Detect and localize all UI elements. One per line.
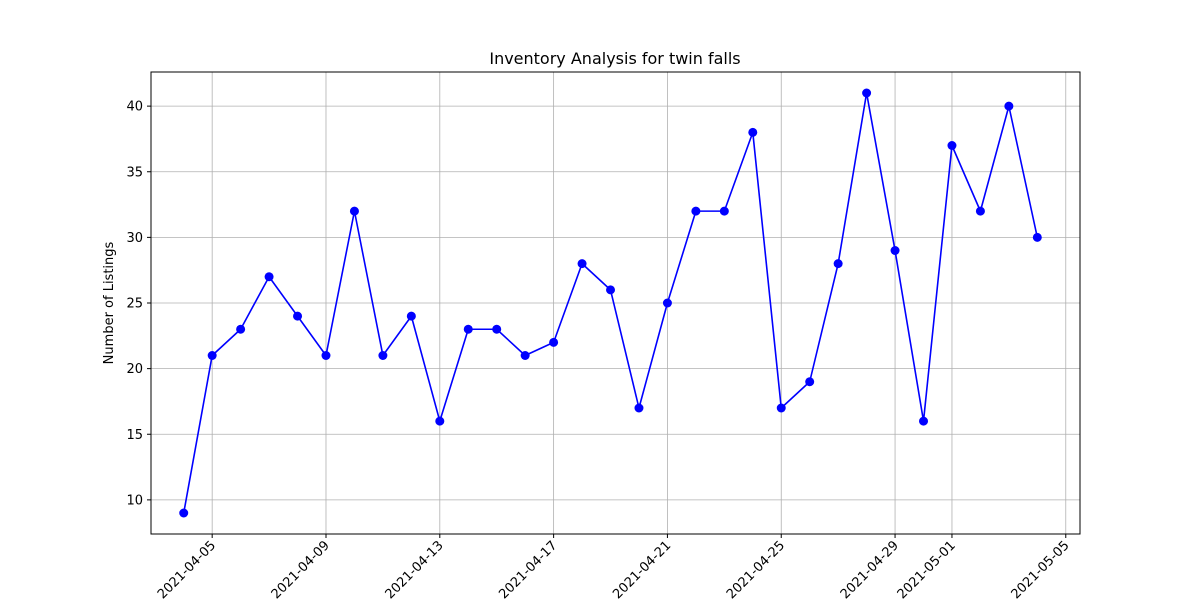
data-point <box>577 259 587 269</box>
data-point <box>520 351 530 360</box>
series-markers <box>179 88 1042 518</box>
y-tick-label: 15 <box>126 428 143 443</box>
data-point <box>264 272 274 282</box>
data-point <box>293 311 303 321</box>
data-point <box>236 324 246 334</box>
y-tick-label: 30 <box>126 231 143 246</box>
y-tick-label: 10 <box>126 493 143 508</box>
data-point <box>805 377 815 387</box>
data-point <box>179 508 189 518</box>
data-point <box>606 285 616 295</box>
x-axis: 2021-04-05 2021-04-09 2021-04-13 2021-04-17… <box>155 534 1073 600</box>
data-point <box>862 88 872 98</box>
data-point <box>634 403 644 413</box>
data-point <box>549 337 559 347</box>
data-point <box>1032 232 1042 242</box>
data-point <box>833 259 843 269</box>
y-tick-label: 40 <box>126 100 143 115</box>
data-point <box>492 324 502 334</box>
data-point <box>890 246 900 255</box>
data-point <box>662 298 672 308</box>
grid <box>151 72 1080 534</box>
data-point <box>776 403 786 413</box>
x-tick-label: 2021-04-25 <box>724 538 788 600</box>
x-tick-label: 2021-05-05 <box>1009 538 1073 600</box>
x-tick-label: 2021-05-01 <box>895 538 959 600</box>
x-tick-label: 2021-04-13 <box>383 538 447 600</box>
data-point <box>435 416 445 426</box>
x-tick-label: 2021-04-17 <box>496 538 560 600</box>
data-point <box>691 206 701 216</box>
x-tick-label: 2021-04-21 <box>610 538 674 600</box>
y-axis-title: Number of Listings <box>102 241 117 364</box>
data-point <box>919 416 929 426</box>
chart-title: Inventory Analysis for twin falls <box>489 49 740 68</box>
x-tick-label: 2021-04-09 <box>269 538 333 600</box>
y-tick-label: 20 <box>126 362 143 377</box>
data-point <box>975 206 985 216</box>
data-point <box>321 351 331 360</box>
y-tick-label: 35 <box>126 165 143 180</box>
y-tick-label: 25 <box>126 297 143 312</box>
data-point <box>463 324 473 334</box>
x-tick-label: 2021-04-05 <box>155 538 219 600</box>
data-point <box>207 351 217 360</box>
y-axis: 10 15 20 25 30 35 40 <box>126 100 151 508</box>
data-point <box>947 141 957 150</box>
data-point <box>378 351 388 360</box>
data-point <box>406 311 416 321</box>
x-tick-label: 2021-04-29 <box>838 538 902 600</box>
data-point <box>349 206 359 216</box>
data-point <box>1004 101 1014 111</box>
data-point <box>748 127 758 137</box>
data-point <box>719 206 729 216</box>
